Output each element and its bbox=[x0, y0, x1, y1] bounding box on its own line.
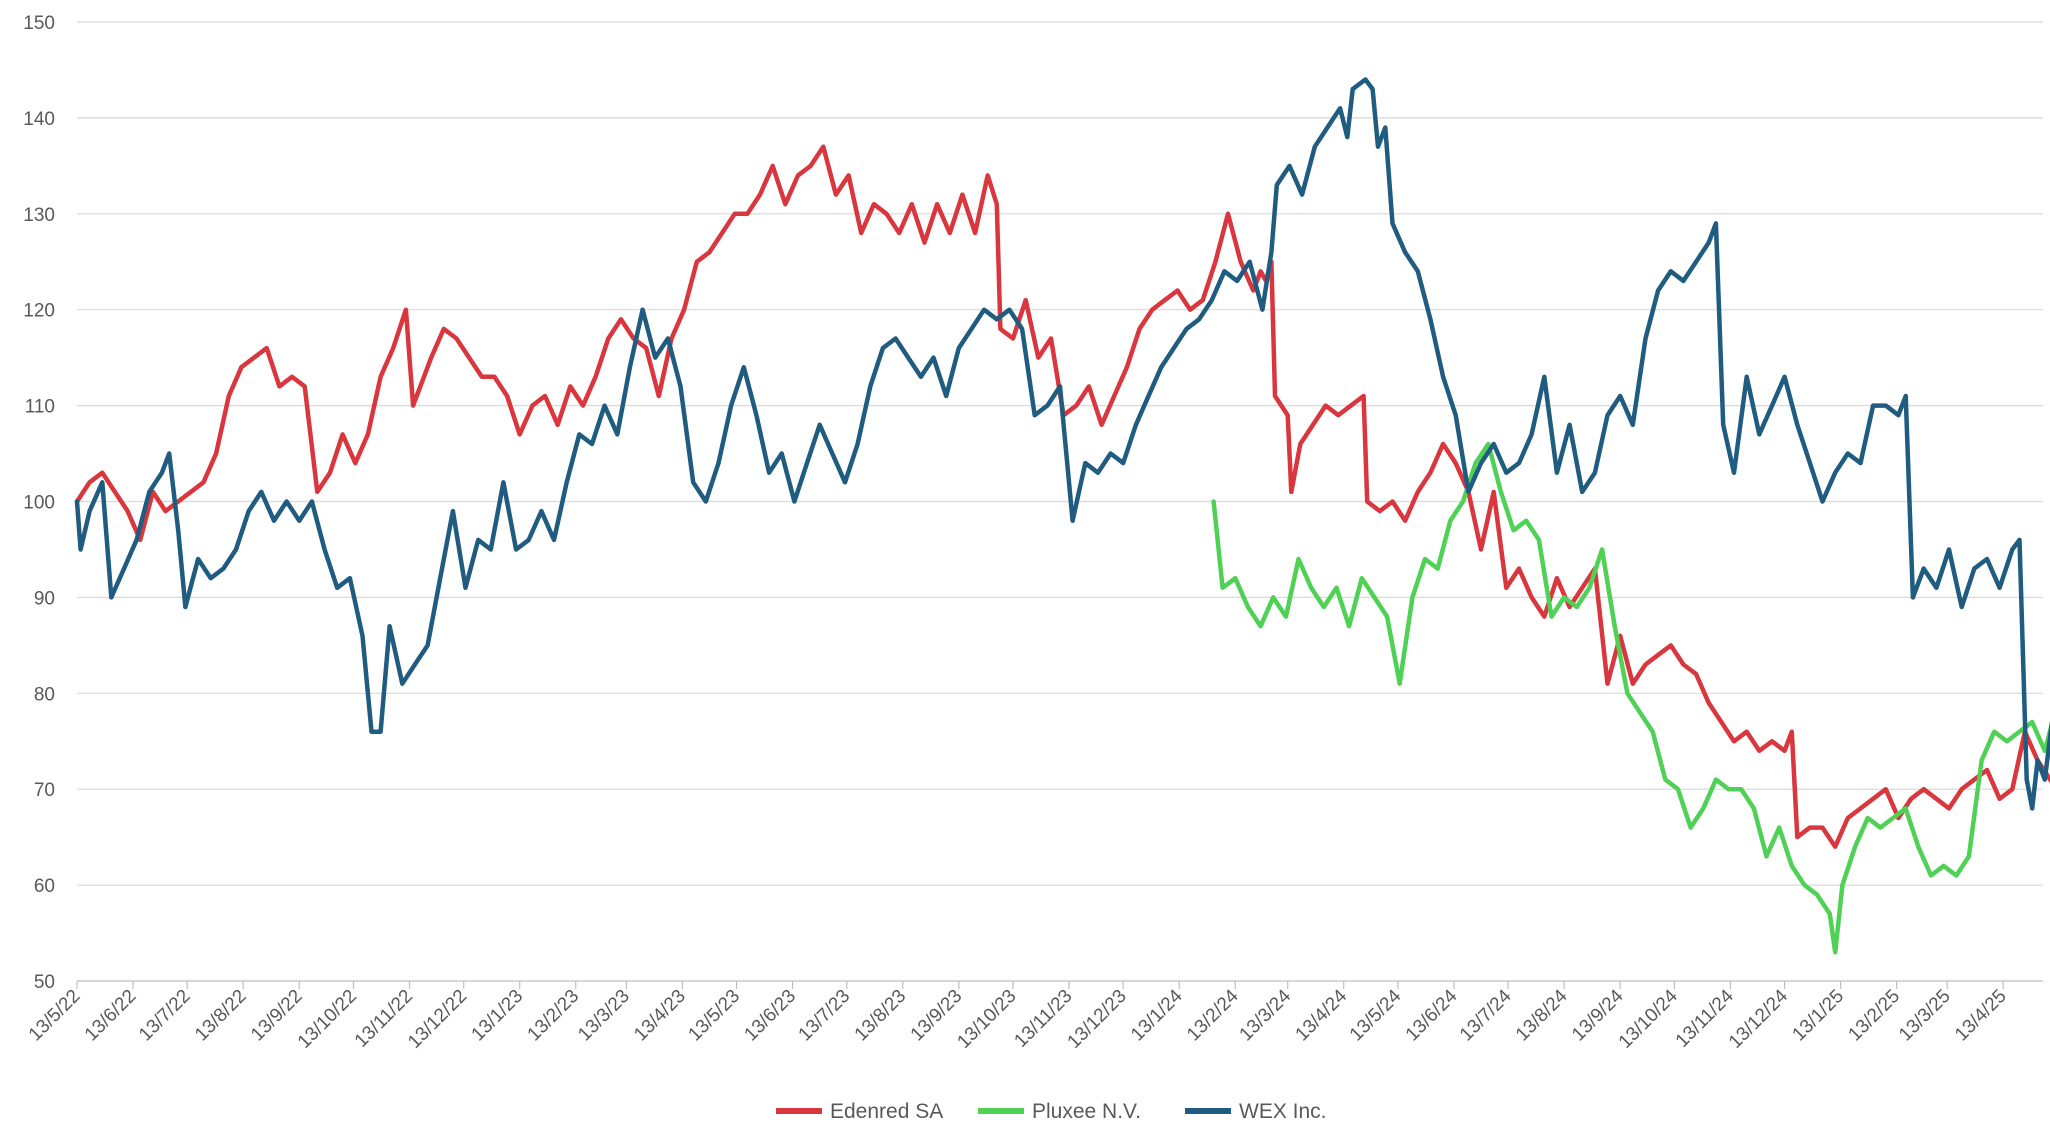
y-tick-label: 130 bbox=[23, 205, 55, 226]
x-tick-label: 13/12/22 bbox=[404, 986, 471, 1053]
y-axis: 50 60 70 80 90 100 110 120 130 140 150 bbox=[23, 13, 55, 993]
x-tick-label: 13/2/25 bbox=[1844, 986, 1904, 1046]
y-tick-label: 140 bbox=[23, 109, 55, 130]
x-tick-label: 13/10/22 bbox=[294, 986, 361, 1053]
x-tick-label: 13/10/23 bbox=[953, 986, 1020, 1053]
y-tick-label: 70 bbox=[34, 780, 55, 801]
x-tick-label: 13/1/25 bbox=[1788, 986, 1848, 1046]
legend: Edenred SA Pluxee N.V. WEX Inc. bbox=[776, 1100, 1327, 1123]
x-tick-label: 13/8/24 bbox=[1512, 985, 1572, 1045]
series-line-pluxee-n-v bbox=[1211, 441, 2050, 955]
x-tick-label: 13/3/24 bbox=[1236, 985, 1296, 1045]
x-tick-label: 13/7/24 bbox=[1456, 985, 1516, 1045]
x-axis: 13/5/2213/6/2213/7/2213/8/2213/9/2213/10… bbox=[25, 981, 2011, 1053]
x-tick-label: 13/1/23 bbox=[468, 986, 528, 1046]
legend-label: Pluxee N.V. bbox=[1032, 1100, 1141, 1123]
x-tick-label: 13/3/25 bbox=[1895, 986, 1955, 1046]
x-tick-label: 13/5/24 bbox=[1346, 985, 1406, 1045]
x-tick-label: 13/1/24 bbox=[1127, 985, 1187, 1045]
x-tick-label: 13/4/25 bbox=[1951, 986, 2011, 1046]
series-line-wex-inc bbox=[74, 77, 2050, 811]
y-tick-label: 60 bbox=[34, 876, 55, 897]
y-tick-label: 80 bbox=[34, 684, 55, 705]
x-tick-label: 13/8/22 bbox=[191, 986, 251, 1046]
x-tick-label: 13/10/24 bbox=[1615, 985, 1682, 1052]
legend-label: WEX Inc. bbox=[1239, 1100, 1327, 1123]
y-tick-label: 90 bbox=[34, 588, 55, 609]
series-line-edenred-sa bbox=[74, 144, 2050, 849]
x-tick-label: 13/8/23 bbox=[851, 986, 911, 1046]
legend-label: Edenred SA bbox=[830, 1100, 943, 1123]
gridlines bbox=[77, 21, 2043, 982]
y-tick-label: 150 bbox=[23, 13, 55, 34]
x-tick-label: 13/6/22 bbox=[81, 986, 141, 1046]
x-tick-label: 13/6/24 bbox=[1402, 985, 1462, 1045]
x-tick-label: 13/4/24 bbox=[1292, 985, 1352, 1045]
y-tick-label: 100 bbox=[23, 493, 55, 514]
x-tick-label: 13/2/24 bbox=[1183, 985, 1243, 1045]
x-tick-label: 13/7/22 bbox=[135, 986, 195, 1046]
x-tick-label: 13/4/23 bbox=[630, 986, 690, 1046]
x-tick-label: 13/12/23 bbox=[1064, 986, 1131, 1053]
x-tick-label: 13/5/22 bbox=[25, 986, 85, 1046]
x-tick-label: 13/7/23 bbox=[795, 986, 855, 1046]
x-tick-label: 13/6/23 bbox=[740, 986, 800, 1046]
y-tick-label: 50 bbox=[34, 972, 55, 993]
x-tick-label: 13/3/23 bbox=[574, 986, 634, 1046]
y-tick-label: 110 bbox=[25, 397, 55, 418]
series-lines bbox=[74, 77, 2050, 955]
y-tick-label: 120 bbox=[23, 301, 55, 322]
x-tick-label: 13/12/24 bbox=[1725, 985, 1792, 1052]
x-tick-label: 13/5/23 bbox=[684, 986, 744, 1046]
x-tick-label: 13/2/23 bbox=[524, 986, 584, 1046]
